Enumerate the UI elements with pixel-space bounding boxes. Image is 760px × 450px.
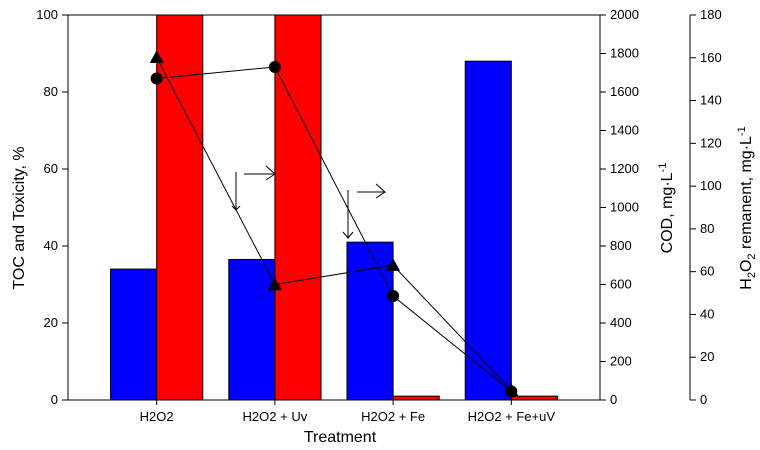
y-left-axis-title: TOC and Toxicity, % xyxy=(11,146,28,289)
y-right1-tick-label: 1800 xyxy=(610,46,639,61)
line-series-triangle xyxy=(156,57,512,391)
bar-series2-1 xyxy=(274,14,322,401)
line-series-circle xyxy=(156,66,512,392)
y-right2-tick-label: 100 xyxy=(700,178,722,193)
y-right2-tick-label: 20 xyxy=(700,349,714,364)
x-tick-label: H2O2 + Fe+uV xyxy=(468,409,556,424)
bar-series2-2 xyxy=(392,395,440,401)
y-right2-title-sub1: 2 xyxy=(746,272,758,278)
x-tick-label: H2O2 + Uv xyxy=(243,409,308,424)
y-right2-title-h: H xyxy=(738,278,755,290)
markers-layer xyxy=(149,50,519,398)
tick-labels-layer: 0204060801000200400600800100012001400160… xyxy=(36,7,721,424)
y-right1-tick-label: 0 xyxy=(610,392,617,407)
y-right1-tick-label: 1600 xyxy=(610,84,639,99)
bar-series1-3 xyxy=(464,60,512,401)
marker-triangle-2 xyxy=(386,258,401,271)
y-right2-tick-label: 0 xyxy=(700,392,707,407)
bars-layer xyxy=(110,14,558,401)
y-right2-title-o: O xyxy=(738,260,755,272)
y-left-tick-label: 80 xyxy=(44,84,58,99)
y-right2-tick-label: 60 xyxy=(700,264,714,279)
arrow-right-icon xyxy=(244,165,277,181)
x-tick-label: H2O2 xyxy=(140,409,174,424)
y-right1-title-sup: -1 xyxy=(657,163,669,173)
y-right1-axis-title: COD, mg·L-1 xyxy=(657,163,676,254)
y-right2-title-rest: remanent, mg·L xyxy=(738,136,755,253)
y-left-tick-label: 60 xyxy=(44,161,58,176)
y-right2-tick-label: 80 xyxy=(700,221,714,236)
arrow-down-icon xyxy=(231,172,241,212)
y-left-tick-label: 100 xyxy=(36,7,58,22)
arrow-down-icon xyxy=(342,190,354,240)
bar-series2-0 xyxy=(156,14,204,401)
y-right1-tick-label: 1400 xyxy=(610,123,639,138)
y-right2-axis-title: H2O2 remanent, mg·L-1 xyxy=(736,126,758,289)
y-right1-tick-label: 800 xyxy=(610,238,632,253)
x-axis-title: Treatment xyxy=(304,429,377,446)
y-right1-title-main: COD, mg·L xyxy=(659,172,676,253)
marker-triangle-1 xyxy=(267,277,282,291)
lines-layer xyxy=(156,57,512,392)
y-right1-tick-label: 1000 xyxy=(610,200,639,215)
marker-circle-1 xyxy=(268,60,281,73)
y-right1-tick-label: 400 xyxy=(610,315,632,330)
y-left-tick-label: 0 xyxy=(51,392,58,407)
y-right2-title-sup: -1 xyxy=(736,126,748,136)
y-right2-tick-label: 180 xyxy=(700,7,722,22)
y-left-tick-label: 20 xyxy=(44,315,58,330)
bar-series1-0 xyxy=(110,268,158,401)
marker-triangle-0 xyxy=(149,50,164,63)
bar-series1-2 xyxy=(346,241,394,401)
y-right1-tick-label: 600 xyxy=(610,277,632,292)
arrow-right-icon xyxy=(357,183,387,199)
y-right2-tick-label: 160 xyxy=(700,50,722,65)
marker-circle-3 xyxy=(505,385,518,398)
bar-series1-1 xyxy=(228,258,276,401)
x-tick-label: H2O2 + Fe xyxy=(361,409,425,424)
y-right2-tick-label: 140 xyxy=(700,93,722,108)
axes-layer xyxy=(62,14,696,405)
y-right1-tick-label: 200 xyxy=(610,354,632,369)
y-right2-title-sub2: 2 xyxy=(746,253,758,259)
y-left-tick-label: 40 xyxy=(44,238,58,253)
axis-indicator-arrows xyxy=(231,165,387,240)
marker-circle-0 xyxy=(150,72,163,85)
y-right2-tick-label: 40 xyxy=(700,306,714,321)
bar-series2-3 xyxy=(510,395,558,401)
y-right2-tick-label: 120 xyxy=(700,135,722,150)
y-right1-tick-label: 1200 xyxy=(610,161,639,176)
y-right1-tick-label: 2000 xyxy=(610,7,639,22)
marker-circle-2 xyxy=(387,290,400,303)
